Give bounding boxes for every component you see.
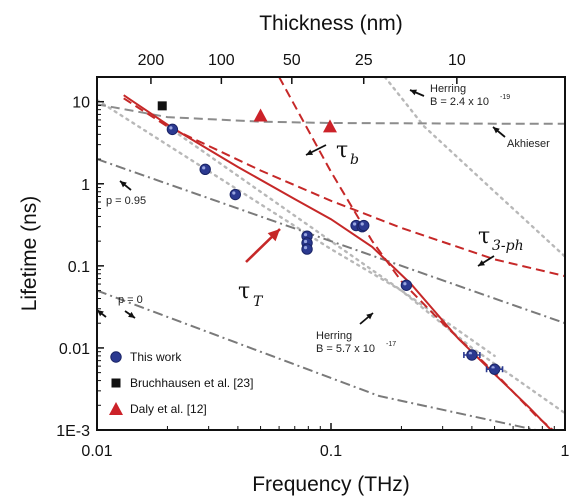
this-work-point-5 [301,243,313,255]
daly-point-0 [253,108,268,122]
tau-t-subscript: T [253,294,264,310]
this-work-point-highlight-0 [169,126,173,130]
axes: 0.01 0.1 1 10 1 0.1 0.01 1E-3 200 100 50 25 10 Freque… [18,12,570,496]
p095-label: p = 0.95 [106,195,146,207]
line-herring-top [383,77,565,258]
tau-3ph-subscript: 3-ph [492,238,524,254]
this-work-point-9 [400,279,413,291]
akhieser-label: Akhieser [507,138,550,150]
y-tick-label-0: 10 [72,95,90,112]
legend-label-0: This work [130,350,182,364]
herring-top-label-1: Herring [430,83,466,95]
y-tick-label-4: 1E-3 [56,423,90,440]
line-tau-b [278,77,555,430]
y-tick-label-3: 0.01 [59,341,90,358]
daly-point-1 [322,119,337,133]
line-tau-3ph [123,97,565,278]
this-work-point-highlight-8 [360,222,364,226]
y-tick-label-2: 0.1 [68,259,90,276]
line-p095 [97,158,565,325]
y-tick-label-1: 1 [81,177,90,194]
x-axis-title: Frequency (THz) [252,473,410,496]
p095-arrow-head [120,181,127,188]
line-p0 [97,289,537,430]
top-tick-label-1: 100 [208,52,235,69]
data-markers [157,101,504,375]
bruchhausen-point-0 [157,101,167,111]
this-work-point-highlight-4 [303,239,308,244]
y-axis-title: Lifetime (ns) [18,196,41,312]
x-tick-label-1: 0.1 [320,443,342,460]
line-tau-T [123,94,553,430]
herring-bottom-exponent: -17 [386,341,396,348]
this-work-point-1 [199,163,211,176]
top-tick-label-2: 50 [283,52,301,69]
legend-marker-bruchhausen [111,378,121,388]
herring-top-arrow-head [410,89,417,96]
line-herring-bottom [97,98,565,415]
this-work-point-2 [229,188,242,201]
line-akhieser [97,103,565,125]
legend-marker-daly [109,402,123,415]
tau-b-arrow-head [306,149,313,155]
x-tick-label-2: 1 [561,443,570,460]
this-work-point-8 [358,219,370,232]
herring-bottom-label-1: Herring [316,330,352,342]
herring-top-exponent: -19 [500,94,510,101]
model-lines [97,77,565,430]
akhieser-arrow-head [493,127,500,134]
top-tick-label-0: 200 [138,52,165,69]
top-axis-title: Thickness (nm) [259,12,403,35]
this-work-point-highlight-5 [303,246,308,250]
tau-b-subscript: b [350,152,359,168]
p0-arrow-head [97,310,104,317]
p0-label: p = 0 [118,294,143,306]
legend-label-1: Bruchhausen et al. [23] [130,376,253,390]
top-tick-label-3: 25 [355,52,373,69]
this-work-point-highlight-9 [403,282,407,286]
herring-bottom-arrow-head [366,313,373,320]
p0-arrow-2-head [128,311,135,318]
tau-3ph-arrow-head [478,260,485,266]
tau-t-symbol: τ [238,279,250,304]
top-tick-label-4: 10 [448,52,466,69]
herring-top-label-2: B = 2.4 x 10 [430,96,489,108]
legend-label-2: Daly et al. [12] [130,402,207,416]
tau-b-symbol: τ [336,138,348,163]
this-work-point-highlight-2 [232,191,236,195]
this-work-point-0 [166,123,179,136]
this-work-point-highlight-6 [352,222,357,226]
herring-bottom-label-2: B = 5.7 x 10 [316,343,375,355]
tau-3ph-symbol: τ [478,224,490,249]
legend-marker-this-work [110,351,122,363]
this-work-point-highlight-3 [303,233,308,237]
tau-t-arrow-head [267,229,280,242]
x-tick-label-0: 0.01 [81,443,112,460]
this-work-point-highlight-1 [202,166,206,170]
legend: This work Bruchhausen et al. [23] Daly et … [109,350,253,416]
